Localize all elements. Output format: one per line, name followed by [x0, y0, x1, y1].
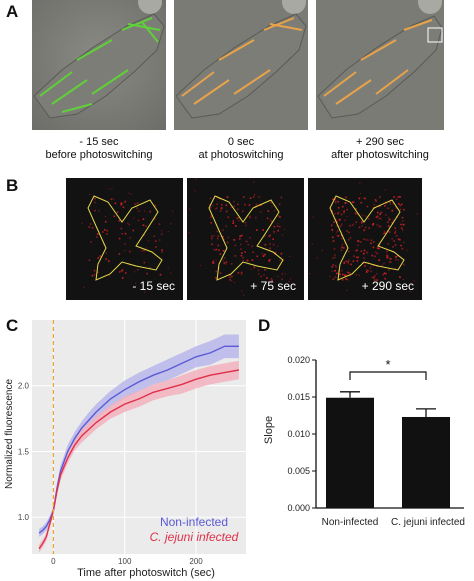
panel-d-ylabel: Slope: [263, 416, 275, 444]
panel-b-time-label-2: + 75 sec: [250, 279, 296, 293]
panel-a-caption-1: - 15 sec before photoswitching: [45, 136, 153, 161]
panel-a-roi-box: [427, 27, 443, 43]
panel-d-category-2: C. jejuni infected: [391, 517, 465, 528]
panel-a-signal-orange-2: [323, 19, 433, 105]
panel-c-ylabel: Normalized fluorescence: [4, 379, 15, 489]
panel-d-letter: D: [258, 316, 271, 335]
panel-d-bar-2: [402, 416, 450, 508]
panel-b-letter: B: [6, 176, 19, 195]
panel-b-cell-outline-3: [329, 195, 405, 281]
panel-c-ytick-label: 1.0: [18, 513, 30, 522]
panel-b-speckle-3: [309, 182, 418, 293]
panel-b-image-1: - 15 sec: [66, 178, 183, 300]
panel-c-xtick-label: 0: [51, 557, 56, 566]
panel-d-bar-1: [326, 397, 374, 508]
panel-a-letter: A: [6, 2, 19, 21]
panel-b-time-label-1: - 15 sec: [132, 279, 175, 293]
panel-a-image-2: [174, 0, 308, 130]
panel-b-image-3: + 290 sec: [308, 178, 422, 300]
panel-b-image-2: + 75 sec: [187, 178, 304, 300]
panel-c-xtick-label: 200: [189, 557, 203, 566]
panel-c-xlabel: Time after photoswitch (sec): [77, 567, 215, 579]
panel-a-signal-orange-1: [181, 17, 303, 105]
panel-d-ytick-label: 0.000: [287, 503, 310, 513]
panel-b-speckle-1: [81, 188, 174, 293]
panel-c-ytick-label: 1.5: [18, 447, 30, 456]
panel-d-ytick-label: 0.020: [287, 355, 310, 365]
panel-c-xtick-label: 100: [118, 557, 132, 566]
panel-d-ytick-label: 0.005: [287, 466, 310, 476]
panel-d-plot-area: 0.000 0.005 0.010 0.015 0.020 *: [287, 355, 464, 513]
panel-c-ytick-label: 2.0: [18, 382, 30, 391]
panel-b-time-label-3: + 290 sec: [361, 279, 414, 293]
panel-a-image-1: [32, 0, 166, 130]
panel-d-ytick-label: 0.015: [287, 392, 310, 402]
panel-a-caption-3: + 290 sec after photoswitching: [331, 136, 429, 161]
panel-c-letter: C: [6, 316, 19, 335]
panel-d-significance-star: *: [385, 357, 390, 372]
panel-c-plot-area: 1.0 1.5 2.0 0 100 200: [18, 320, 246, 566]
panel-d-category-1: Non-infected: [322, 517, 379, 528]
panel-d-chart: 0.000 0.005 0.010 0.015 0.020 * Slope Non-inf…: [263, 355, 465, 528]
panel-a-image-3: [316, 0, 444, 130]
panel-c-legend-noninfected: Non-infected: [160, 515, 228, 529]
panel-a-caption-2: 0 sec at photoswitching: [198, 136, 284, 161]
panel-b-cell-outline-2: [208, 195, 284, 281]
panel-d-significance-bracket: [349, 371, 427, 380]
panel-d-ytick-label: 0.010: [287, 429, 310, 439]
panel-b-cell-outline-1: [87, 195, 163, 281]
panel-a-signal-green: [39, 17, 161, 113]
panel-c-series-line-2: [38, 369, 240, 550]
panel-c-legend-infected: C. jejuni infected: [150, 530, 239, 544]
panel-c-chart: 1.0 1.5 2.0 0 100 200 Normalized fluorescence…: [4, 320, 246, 579]
